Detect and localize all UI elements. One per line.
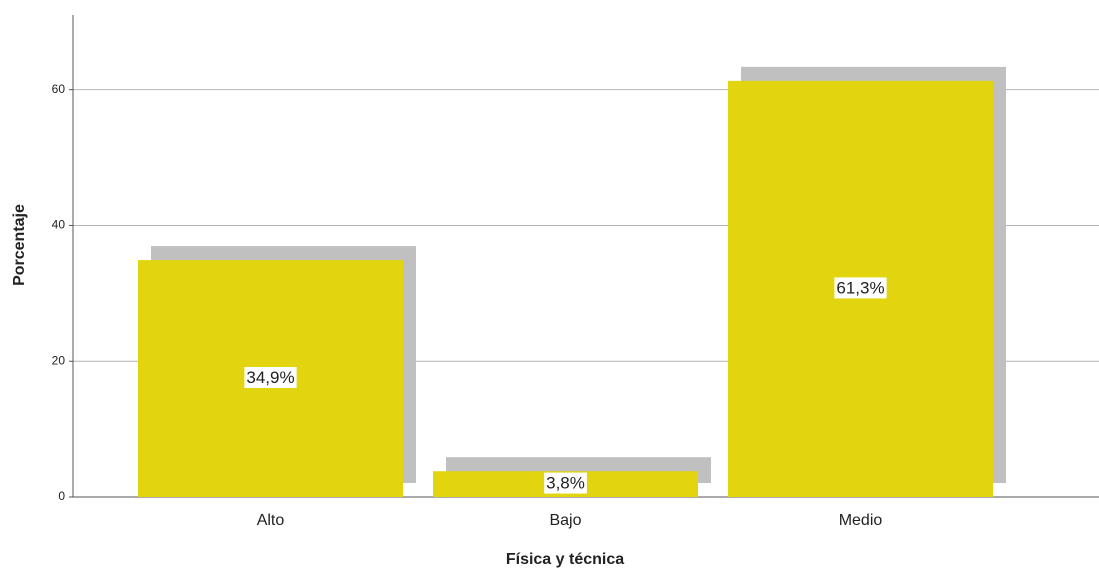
data-label-bg xyxy=(244,367,297,389)
x-axis-title: Física y técnica xyxy=(506,551,624,568)
y-tick-label: 40 xyxy=(52,218,66,232)
data-label: 3,8% xyxy=(546,474,585,493)
x-tick-label: Alto xyxy=(257,512,285,529)
x-tick-label: Medio xyxy=(839,512,883,529)
x-tick-label: Bajo xyxy=(549,512,581,529)
data-label-bg xyxy=(834,277,887,299)
y-tick-label: 60 xyxy=(52,82,66,96)
data-label-bg xyxy=(544,472,587,494)
y-tick-label: 0 xyxy=(58,489,65,503)
y-axis-title: Porcentaje xyxy=(11,204,28,286)
data-label: 34,9% xyxy=(246,368,294,387)
data-label: 61,3% xyxy=(836,278,884,297)
y-tick-label: 20 xyxy=(52,353,66,367)
